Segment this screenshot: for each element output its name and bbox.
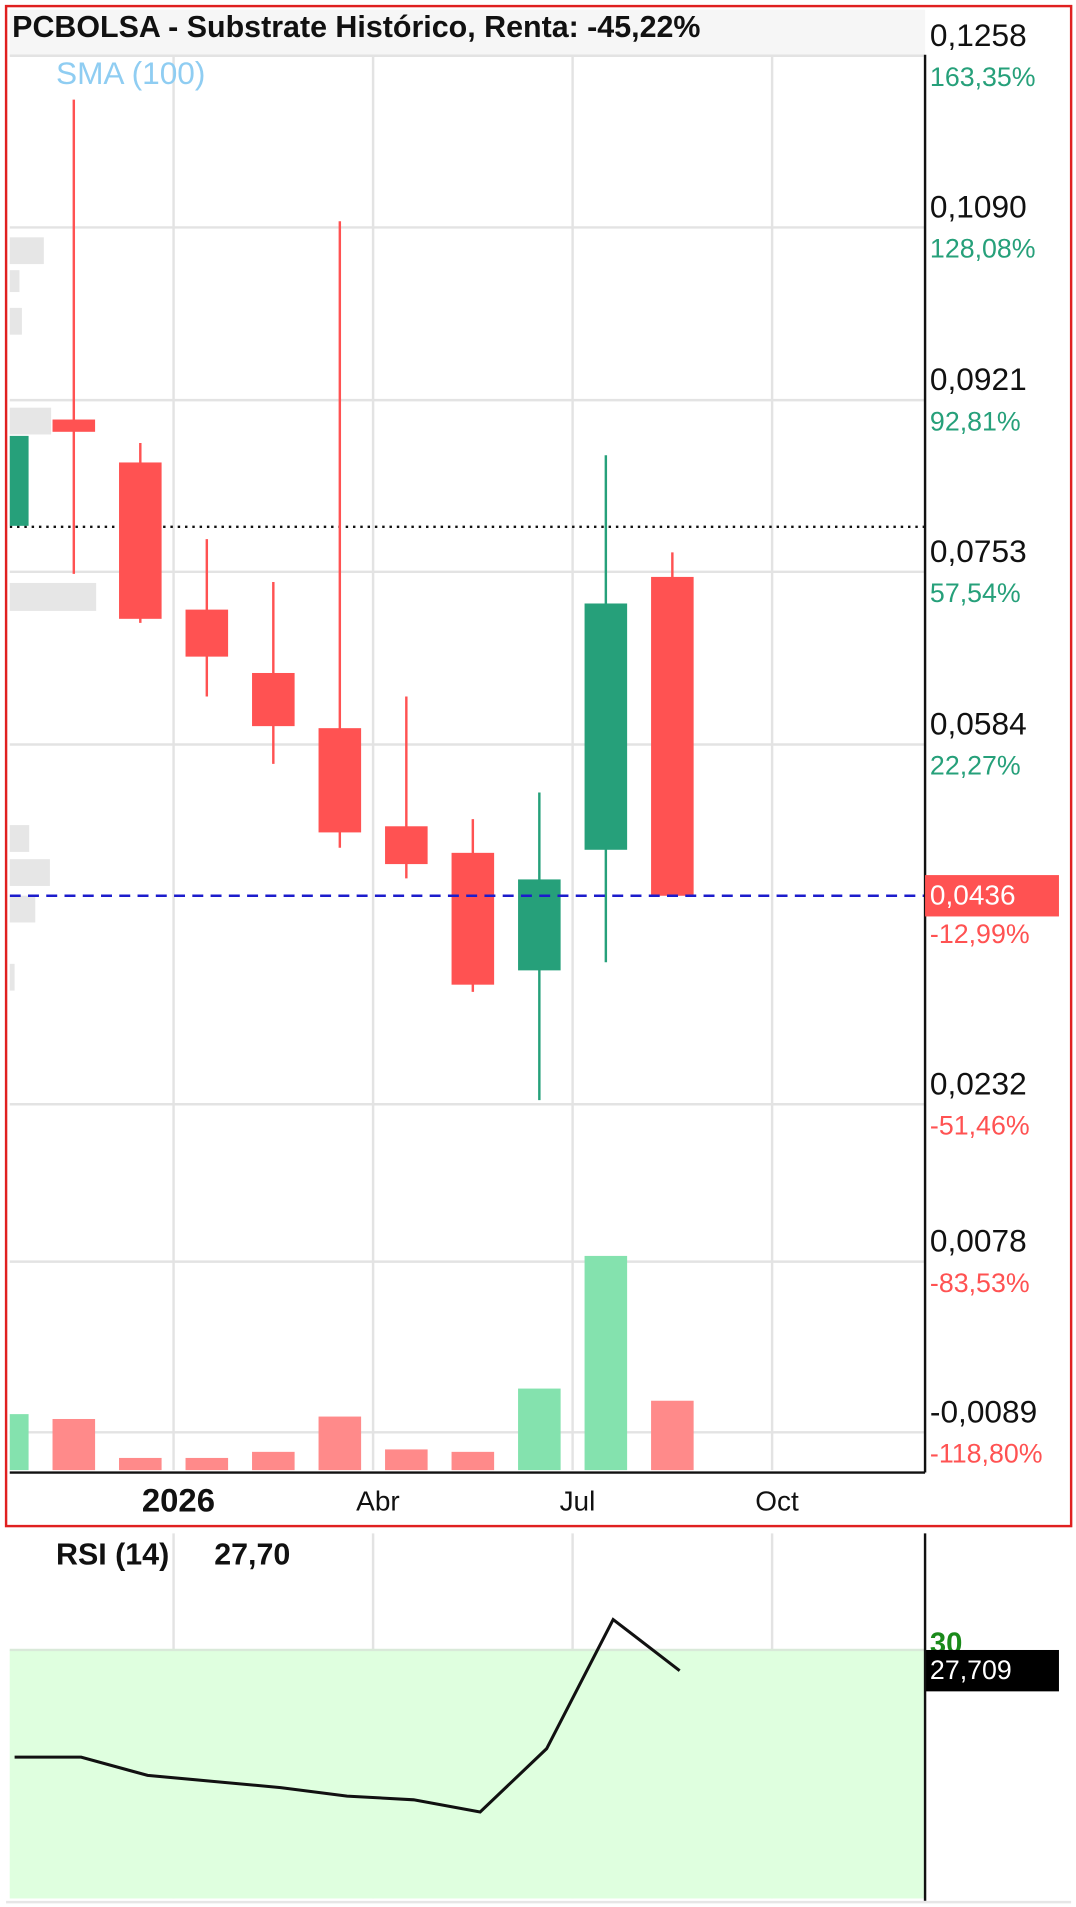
y-tick-label: 0,1090 [930, 189, 1027, 225]
y-tick-label: 0,0232 [930, 1065, 1027, 1101]
volume-bar [119, 1457, 162, 1471]
volume-bar [9, 1414, 29, 1471]
volume-bar [252, 1451, 295, 1471]
rsi-last-label: 27,709 [930, 1655, 1012, 1685]
candle-body [385, 826, 428, 865]
y-tick-change: 163,35% [930, 62, 1036, 92]
candle-body [185, 609, 229, 657]
axis-labels: 0,1258 163,35% 0,1090 128,08% 0,0921 92,81% 0,… [142, 17, 1059, 1519]
y-tick-change: 92,81% [930, 406, 1021, 436]
current-price-change: -12,99% [930, 919, 1030, 949]
x-tick-label: 2026 [142, 1482, 215, 1519]
y-tick-label: 0,0921 [930, 361, 1027, 397]
y-tick-label: 0,0584 [930, 706, 1027, 742]
y-tick-label: 0,1258 [930, 17, 1027, 53]
y-tick-label: 0,0753 [930, 533, 1027, 569]
y-tick-change: 128,08% [930, 234, 1036, 264]
rsi-title: RSI (14) [56, 1538, 169, 1572]
selection-frame [4, 4, 1073, 1528]
volume-profile [9, 237, 97, 991]
rsi-last-box [925, 1649, 1059, 1692]
candle-body [119, 462, 162, 619]
candle-body [584, 603, 628, 850]
candle-body [451, 852, 495, 985]
y-tick-change: -118,80% [930, 1438, 1043, 1468]
volume-bar [52, 1418, 96, 1471]
volume-bar [385, 1449, 428, 1471]
y-tick-change: -83,53% [930, 1268, 1030, 1298]
rsi-value: 27,70 [214, 1538, 290, 1572]
title-bar [9, 9, 926, 56]
candle-body [252, 672, 295, 727]
candle-body [9, 435, 29, 526]
volume-bar [584, 1255, 628, 1471]
rsi-line [14, 1617, 681, 1814]
plot-area [9, 99, 926, 1471]
x-tick-label: Abr [356, 1485, 400, 1516]
candle-body [651, 576, 694, 896]
candle-body [518, 879, 561, 971]
y-tick-label: -0,0089 [930, 1393, 1037, 1429]
volume-bar [318, 1416, 362, 1471]
legend-sma: SMA (100) [56, 55, 205, 91]
x-tick-label: Oct [755, 1485, 799, 1516]
candle-body [52, 419, 96, 432]
rsi-zone [9, 1649, 926, 1899]
y-tick-change: 57,54% [930, 578, 1021, 608]
volume-bar [651, 1400, 694, 1471]
current-price-box [925, 875, 1059, 917]
volume-bar [185, 1457, 229, 1471]
chart-title: PCBOLSA - Substrate Histórico, Renta: -4… [12, 10, 700, 44]
y-tick-change: -51,46% [930, 1110, 1030, 1140]
volume-bar [518, 1388, 561, 1471]
grid [9, 54, 926, 1471]
volume-bar [451, 1451, 495, 1471]
x-tick-label: Jul [560, 1485, 596, 1516]
y-tick-label: 0,0078 [930, 1223, 1027, 1259]
current-price-label: 0,0436 [930, 879, 1016, 910]
candle-body [318, 728, 362, 833]
y-tick-change: 22,27% [930, 751, 1021, 781]
